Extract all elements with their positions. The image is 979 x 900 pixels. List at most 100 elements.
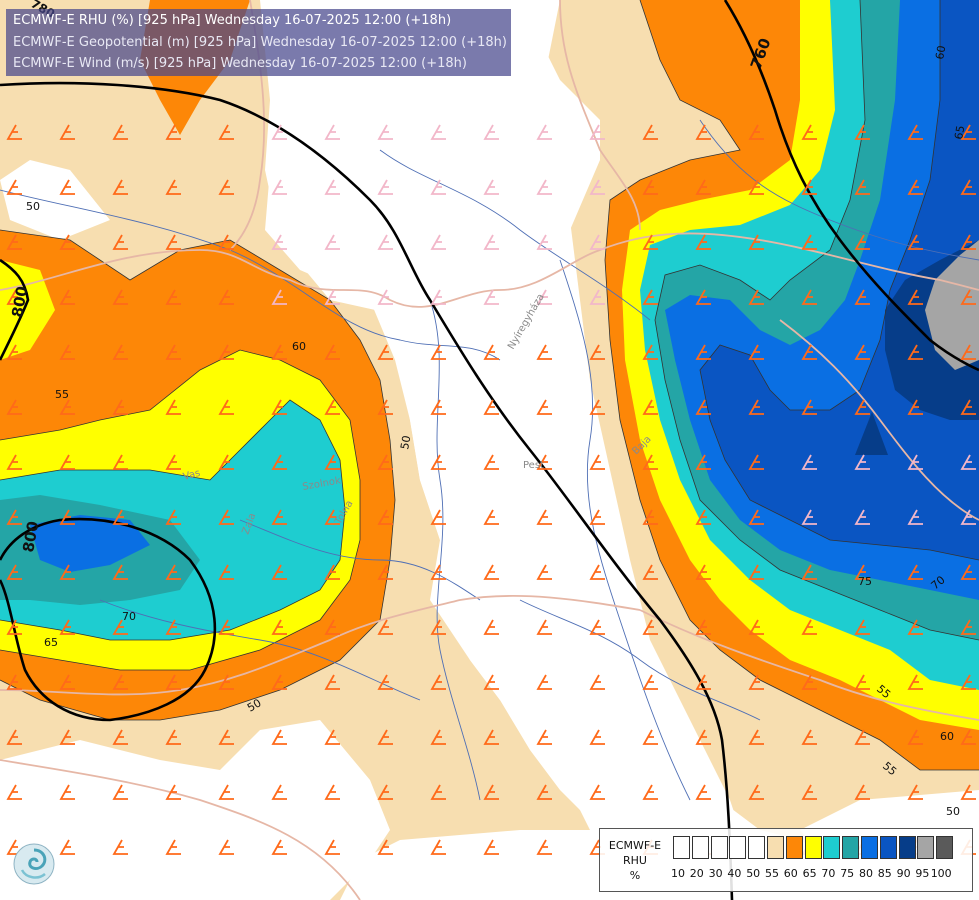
wind-barb	[271, 619, 287, 635]
wind-barb	[324, 729, 340, 745]
wind-barb	[377, 674, 393, 690]
legend-swatch	[861, 836, 878, 859]
wind-barb	[589, 124, 605, 140]
wind-barb	[642, 124, 658, 140]
wind-barb	[642, 784, 658, 800]
wind-barb	[271, 344, 287, 360]
wind-barb	[695, 289, 711, 305]
rhu-contour-label: 60	[940, 730, 954, 743]
wind-barb	[854, 344, 870, 360]
wind-barb	[907, 289, 923, 305]
wind-barb	[642, 619, 658, 635]
wind-barb	[907, 619, 923, 635]
wind-barb	[377, 234, 393, 250]
wind-barb	[6, 179, 22, 195]
wind-barb	[165, 399, 181, 415]
wind-barb	[271, 564, 287, 580]
legend-swatch	[785, 836, 803, 859]
wind-barb	[483, 509, 499, 525]
rhu-contour-label: 50	[398, 434, 413, 450]
rhu-contour-label: 55	[55, 388, 69, 401]
wind-barb	[430, 839, 446, 855]
wind-barb	[589, 234, 605, 250]
wind-barb	[854, 619, 870, 635]
wind-barb	[960, 674, 976, 690]
wind-barb	[165, 344, 181, 360]
wind-barb	[695, 729, 711, 745]
wind-barb	[642, 399, 658, 415]
wind-barb	[430, 344, 446, 360]
rhu-contour-label: 70	[122, 610, 136, 623]
wind-barb	[218, 179, 234, 195]
wind-barb	[801, 179, 817, 195]
geopotential-label: 800	[8, 285, 31, 319]
rhu-contour-label: 60	[933, 44, 948, 60]
wind-barb	[854, 564, 870, 580]
wind-barb	[59, 344, 75, 360]
wind-barb	[960, 729, 976, 745]
legend-tick: 75	[840, 867, 855, 880]
legend-tick: 10	[671, 867, 685, 880]
wind-barb	[642, 454, 658, 470]
wind-barb	[112, 729, 128, 745]
wind-barb	[324, 289, 340, 305]
wind-barb	[165, 509, 181, 525]
wind-barb	[483, 784, 499, 800]
wind-barb	[483, 564, 499, 580]
geopotential-label: 800	[19, 520, 42, 554]
rhu-contour-label: 65	[44, 636, 58, 649]
rhu-below-50-island	[0, 160, 110, 240]
wind-barb	[748, 399, 764, 415]
wind-barb	[801, 619, 817, 635]
wind-barb	[430, 454, 446, 470]
wind-barb	[695, 509, 711, 525]
wind-barb	[748, 509, 764, 525]
wind-barb	[6, 344, 22, 360]
legend-swatch	[767, 836, 784, 859]
wind-barb	[483, 289, 499, 305]
wind-barb	[377, 179, 393, 195]
wind-barb	[430, 509, 446, 525]
wind-barb	[483, 729, 499, 745]
wind-barb	[854, 234, 870, 250]
wind-barb	[6, 454, 22, 470]
rhu-60-zone-nw-corner	[0, 260, 55, 360]
wind-barb	[960, 289, 976, 305]
wind-barb	[960, 344, 976, 360]
legend-swatch	[748, 836, 766, 859]
wind-barb	[854, 729, 870, 745]
place-label: Pest	[523, 460, 544, 471]
wind-barb	[748, 729, 764, 745]
wind-barb	[218, 674, 234, 690]
wind-barb	[218, 509, 234, 525]
wind-barb	[536, 454, 552, 470]
wind-barb	[536, 234, 552, 250]
wind-barb	[748, 234, 764, 250]
wind-barb	[907, 454, 923, 470]
wind-barb	[536, 289, 552, 305]
wind-barb	[112, 344, 128, 360]
rhu-80-zone-east	[700, 0, 979, 560]
wind-barb	[589, 179, 605, 195]
wind-barb	[801, 509, 817, 525]
wind-barb	[165, 729, 181, 745]
legend-tick: 65	[802, 867, 817, 880]
legend-tick: 20	[689, 867, 704, 880]
wind-barb	[642, 509, 658, 525]
wind-barb	[642, 729, 658, 745]
wind-barb	[695, 344, 711, 360]
title-wind: ECMWF-E Wind (m/s) [925 hPa] Wednesday 1…	[13, 56, 467, 71]
rhu-contour-label: 75	[858, 575, 872, 588]
wind-barb	[483, 344, 499, 360]
wind-barb	[907, 399, 923, 415]
wind-barb	[960, 399, 976, 415]
wind-barb	[430, 784, 446, 800]
wind-barb	[642, 234, 658, 250]
wind-barb	[430, 179, 446, 195]
wind-barb	[271, 179, 287, 195]
wind-barb	[748, 179, 764, 195]
wind-barb	[907, 234, 923, 250]
